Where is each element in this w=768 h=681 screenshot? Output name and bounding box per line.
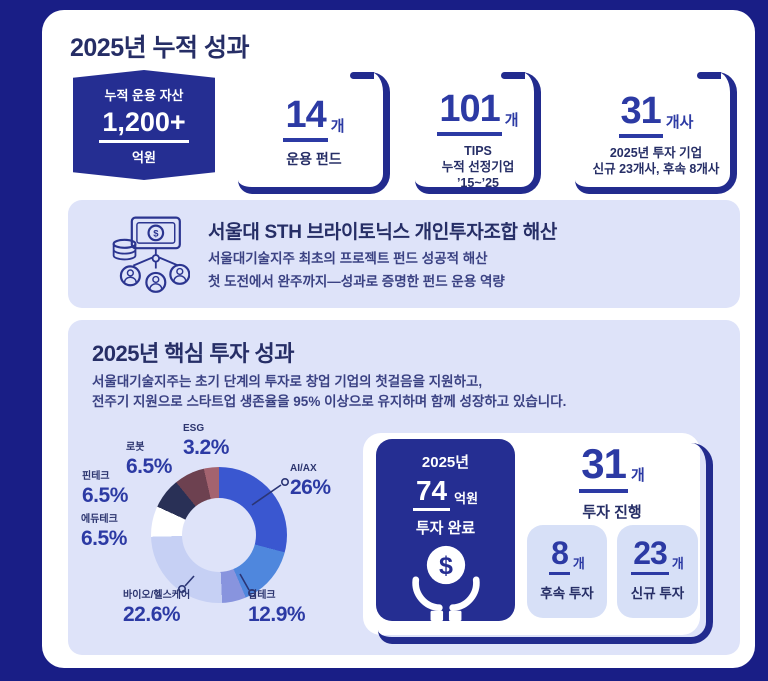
segment-value: 12.9% [248,603,306,626]
follow-on-caption: 후속 투자 [540,586,594,601]
hands-coin-icon: $ [411,545,480,621]
stat-caption: 운용 펀드 [286,151,342,167]
fund-highlight-line: 첫 도전에서 완주까지—성과로 증명한 펀드 운용 역량 [208,274,505,290]
stat-unit: 개사 [665,114,694,131]
in-progress-caption: 투자 진행 [582,504,642,521]
key-investment-panel: 2025년 핵심 투자 성과 서울대기술지주는 초기 단계의 투자로 창업 기업… [68,320,740,655]
asset-badge-unit: 억원 [132,149,156,165]
stat-value: 31 [618,92,663,138]
stat-invested-number: 31 개사 [618,92,694,138]
segment-value: 6.5% [82,484,128,507]
stat-tips: 101 개 TIPS 누적 선정기업 ’15~’25 [415,72,541,194]
completed-amount-row: 74 억원 [412,477,479,511]
donut-chart [151,467,287,603]
asset-badge: 누적 운용 자산 1,200+ 억원 [73,70,215,180]
new-investment-value: 23 [631,537,669,575]
segment-value: 26% [290,476,331,499]
segment-name: AI/AX [290,463,317,474]
follow-on-investment-box: 8 개 후속 투자 [527,525,607,618]
completed-year: 2025년 [421,454,470,471]
completed-investment-box: 2025년 74 억원 투자 완료 $ [376,439,515,621]
description-line: 전주기 지원으로 스타트업 생존율을 95% 이상으로 유지하며 함께 성장하고… [92,394,567,409]
stat-caption: TIPS 누적 선정기업 ’15~’25 [442,143,514,191]
stat-invested-companies: 31 개사 2025년 투자 기업 신규 23개사, 후속 8개사 [575,72,737,194]
segment-value: 22.6% [123,603,181,626]
donut-label-deeptech: 딥테크 12.9% [248,590,306,626]
segment-value: 6.5% [126,455,172,478]
segment-name: 딥테크 [248,590,276,601]
stat-caption: 2025년 투자 기업 신규 23개사, 후속 8개사 [593,145,720,177]
stat-caption-line: TIPS [464,144,492,158]
in-progress-number: 31 개 [579,443,645,493]
donut-label-aiax: AI/AX 26% [290,463,331,499]
completed-amount-unit: 억원 [454,491,479,506]
fund-highlight-title: 서울대 STH 브라이토닉스 개인투자조합 해산 [208,222,558,243]
in-progress-unit: 개 [630,467,645,484]
description-line: 서울대기술지주는 초기 단계의 투자로 창업 기업의 첫걸음을 지원하고, [92,374,483,389]
follow-on-number: 8 개 [549,537,585,575]
segment-name: 바이오/헬스케어 [123,590,191,601]
segment-name: 로봇 [126,442,145,453]
stat-unit: 개 [504,112,519,129]
donut-label-robot: 로봇 6.5% [126,442,172,478]
stat-caption-line: 2025년 투자 기업 [609,146,703,160]
donut-label-fintech: 핀테크 6.5% [82,471,128,507]
key-investment-description: 서울대기술지주는 초기 단계의 투자로 창업 기업의 첫걸음을 지원하고, 전주… [92,372,566,412]
stat-tips-number: 101 개 [437,90,519,136]
stat-caption-line: ’15~’25 [456,176,500,190]
in-progress-block: 31 개 투자 진행 [542,443,682,522]
fund-highlight-text: 서울대 STH 브라이토닉스 개인투자조합 해산 서울대기술지주 최초의 프로젝… [208,217,557,290]
investment-summary-card: 2025년 74 억원 투자 완료 $ [363,433,713,644]
segment-name: ESG [183,423,205,434]
completed-amount: 74 [412,477,451,511]
asset-badge-label: 누적 운용 자산 [104,87,184,103]
fund-highlight-panel: $ 서울대 STH 브라이토닉스 개인투자조합 해산 서울대기술지주 최초의 프… [68,200,740,308]
donut-label-esg: ESG 3.2% [183,423,229,459]
completed-caption: 투자 완료 [415,520,476,537]
fund-network-icon: $ [112,216,190,293]
svg-text:$: $ [439,552,453,580]
new-investment-box: 23 개 신규 투자 [617,525,698,618]
donut-label-edutech: 에듀테크 6.5% [81,514,127,550]
new-investment-unit: 개 [671,556,684,571]
stat-caption-line: 신규 23개사, 후속 8개사 [592,162,720,176]
in-progress-value: 31 [579,443,628,493]
key-investment-title: 2025년 핵심 투자 성과 [92,341,294,366]
stat-unit: 개 [330,118,345,135]
segment-value: 3.2% [183,436,229,459]
follow-on-unit: 개 [572,556,585,571]
page-title: 2025년 누적 성과 [70,34,250,62]
segment-name: 핀테크 [82,471,110,482]
donut-label-bio-healthcare: 바이오/헬스케어 22.6% [123,590,191,626]
svg-text:$: $ [153,229,159,240]
main-card: 2025년 누적 성과 누적 운용 자산 1,200+ 억원 14 개 운용 펀… [42,10,755,668]
stat-caption-line: 누적 선정기업 [441,160,515,174]
asset-badge-value: 1,200+ [99,108,189,143]
fund-highlight-line: 서울대기술지주 최초의 프로젝트 펀드 성공적 해산 [208,251,488,266]
stat-value: 14 [283,96,328,142]
segment-name: 에듀테크 [81,514,118,525]
stat-operating-funds: 14 개 운용 펀드 [238,72,390,194]
new-investment-number: 23 개 [631,537,684,575]
stat-value: 101 [437,90,502,136]
segment-value: 6.5% [81,527,127,550]
follow-on-value: 8 [549,537,570,575]
stat-operating-funds-number: 14 개 [283,96,345,142]
new-investment-caption: 신규 투자 [630,586,685,601]
